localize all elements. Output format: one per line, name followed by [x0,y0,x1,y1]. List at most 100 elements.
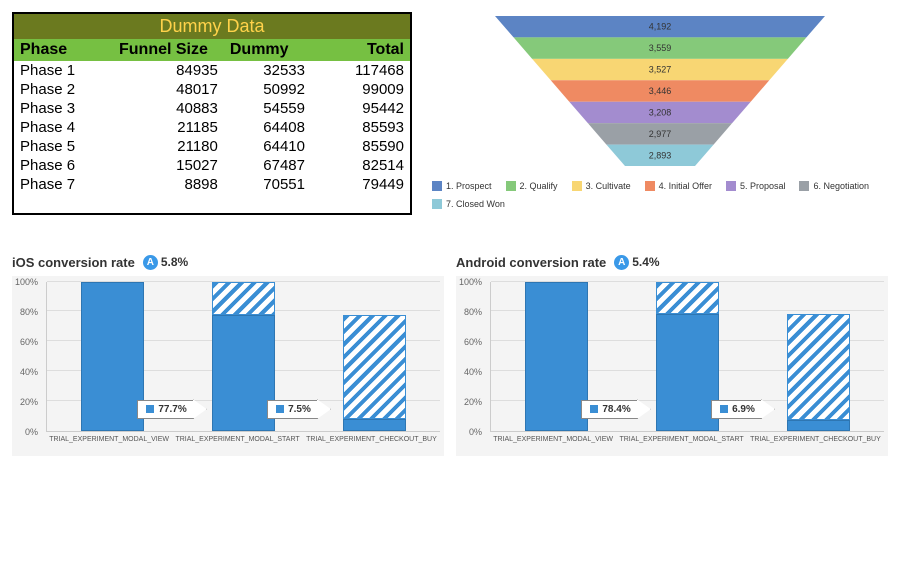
bar-stack [343,315,406,431]
x-tick-label: TRIAL_EXPERIMENT_CHECKOUT_BUY [750,436,881,443]
table-cell: Phase 6 [14,156,113,175]
bar-solid-segment [656,314,719,431]
table-header-row: PhaseFunnel SizeDummyTotal [14,39,410,61]
android-conversion-chart: Android conversion rateA5.4%100%80%60%40… [456,255,888,456]
badge-value: 5.4% [632,255,659,269]
x-axis-labels: TRIAL_EXPERIMENT_MODAL_VIEW TRIAL_EXPERIM… [46,432,440,443]
chart-plot-area: 100%80%60%40%20%0% 77.7% 7.5% TRIAL_EXPERIM… [12,276,444,456]
chart-header: Android conversion rate A5.4% [456,255,888,270]
dummy-data-table: Dummy Data PhaseFunnel SizeDummyTotal Ph… [12,12,412,215]
legend-swatch [432,199,442,209]
table-cell: 79449 [311,175,410,194]
bar-slot [767,282,869,431]
funnel-legend-item: 7. Closed Won [432,196,505,212]
bar-solid-segment [525,282,588,431]
arrow-swatch-icon [720,405,728,413]
chart-plot-area: 100%80%60%40%20%0%78.4%6.9%TRIAL_EXPERIM… [456,276,888,456]
y-tick-label: 80% [464,307,482,317]
table-cell: 85593 [311,118,410,137]
legend-swatch [572,181,582,191]
table-cell: Phase 5 [14,137,113,156]
plot: 77.7% 7.5% [46,282,440,432]
legend-label: 5. Proposal [740,178,786,194]
bars-container [491,282,884,431]
bar-stack [525,282,588,431]
legend-swatch [799,181,809,191]
arrow-value: 77.7% [158,404,186,415]
legend-label: 1. Prospect [446,178,492,194]
table-cell: 117468 [311,61,410,80]
table-cell: 99009 [311,80,410,99]
ios-conversion-chart: iOS conversion rate A5.8% 100%80%60%40%20%… [12,255,444,456]
funnel-legend: 1. Prospect 2. Qualify 3. Cultivate 4. Init… [432,178,888,215]
bar-stack [81,282,144,431]
table-cell: 85590 [311,137,410,156]
funnel-legend-item: 5. Proposal [726,178,786,194]
funnel-stage-value: 3,446 [649,86,672,96]
table-row: Phase 18493532533117468 [14,61,410,80]
y-tick-label: 100% [15,277,38,287]
funnel-stage-value: 3,527 [649,65,672,75]
table-title: Dummy Data [14,14,410,39]
legend-swatch [432,181,442,191]
arrow-value: 78.4% [602,404,630,415]
bar-solid-segment [343,419,406,430]
table-col-header: Funnel Size [113,39,224,61]
legend-label: 2. Qualify [520,178,558,194]
table-cell: 95442 [311,99,410,118]
conversion-arrow: 77.7% [137,400,193,419]
bar-hatch-segment [656,282,719,314]
table-cell: 21180 [113,137,224,156]
table-cell: 48017 [113,80,224,99]
conversion-arrow: 7.5% [267,400,318,419]
table-row: Phase 788987055179449 [14,175,410,194]
bar-solid-segment [212,315,275,431]
conversion-arrow: 78.4% [581,400,637,419]
chart-title: iOS conversion rate [12,255,135,270]
arrow-swatch-icon [146,405,154,413]
arrow-value: 6.9% [732,404,755,415]
table-cell: 67487 [224,156,311,175]
chart-title: Android conversion rate [456,255,606,270]
badge-icon: A [614,255,629,270]
bar-hatch-segment [787,314,850,421]
funnel-chart: 4,1923,5593,5273,4463,2082,9772,893 1. P… [432,12,888,215]
funnel-legend-item: 3. Cultivate [572,178,631,194]
y-tick-label: 40% [464,367,482,377]
chart-badge: A5.4% [614,255,659,270]
table-cell: 32533 [224,61,311,80]
table-col-header: Dummy [224,39,311,61]
y-tick-label: 20% [464,397,482,407]
table-cell: 70551 [224,175,311,194]
table-cell: 50992 [224,80,311,99]
y-tick-label: 60% [20,337,38,347]
y-tick-label: 0% [469,427,482,437]
table-cell: Phase 4 [14,118,113,137]
x-tick-label: TRIAL_EXPERIMENT_CHECKOUT_BUY [306,436,437,443]
chart-badge: A5.8% [143,255,188,270]
legend-label: 6. Negotiation [813,178,869,194]
table-row: Phase 4211856440885593 [14,118,410,137]
bar-hatch-segment [343,315,406,420]
bar-solid-segment [787,420,850,430]
arrow-swatch-icon [590,405,598,413]
funnel-stage-value: 3,208 [649,107,672,117]
x-tick-label: TRIAL_EXPERIMENT_MODAL_VIEW [493,436,613,443]
table-cell: Phase 7 [14,175,113,194]
y-axis: 100%80%60%40%20%0% [12,276,42,436]
funnel-stage-value: 4,192 [649,22,672,32]
conversion-arrow: 6.9% [711,400,762,419]
bars-container [47,282,440,431]
table-cell: 64408 [224,118,311,137]
table-cell: 54559 [224,99,311,118]
funnel-legend-item: 4. Initial Offer [645,178,712,194]
bar-stack [656,282,719,431]
y-tick-label: 100% [459,277,482,287]
plot: 78.4% 6.9% [490,282,884,432]
x-tick-label: TRIAL_EXPERIMENT_MODAL_VIEW [49,436,169,443]
legend-label: 3. Cultivate [586,178,631,194]
table-cell: Phase 3 [14,99,113,118]
bar-stack [212,282,275,431]
funnel-legend-item: 6. Negotiation [799,178,869,194]
arrow-swatch-icon [276,405,284,413]
